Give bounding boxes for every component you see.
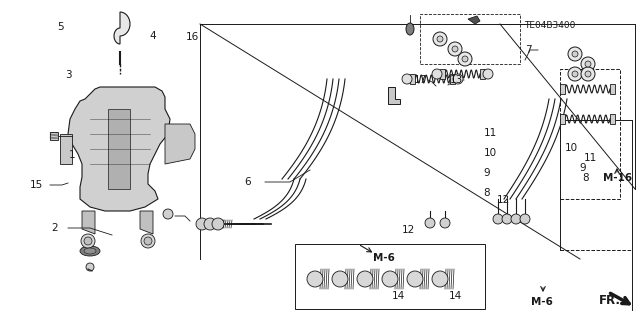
Bar xyxy=(480,69,485,79)
Circle shape xyxy=(483,69,493,79)
Bar xyxy=(410,74,415,84)
Circle shape xyxy=(581,67,595,81)
Polygon shape xyxy=(140,211,153,234)
Circle shape xyxy=(493,214,503,224)
Text: 4: 4 xyxy=(150,31,156,41)
Text: 12: 12 xyxy=(497,195,509,205)
Circle shape xyxy=(382,271,398,287)
Polygon shape xyxy=(114,12,130,44)
Text: 9: 9 xyxy=(484,168,490,178)
Polygon shape xyxy=(468,16,480,24)
Text: FR.: FR. xyxy=(599,293,621,307)
Circle shape xyxy=(502,214,512,224)
Circle shape xyxy=(585,61,591,67)
Text: 7: 7 xyxy=(525,45,531,55)
Bar xyxy=(440,69,445,79)
Bar xyxy=(610,84,615,94)
Text: 15: 15 xyxy=(29,180,43,190)
Circle shape xyxy=(568,47,582,61)
Circle shape xyxy=(448,42,462,56)
Circle shape xyxy=(432,271,448,287)
Circle shape xyxy=(141,234,155,248)
Text: 16: 16 xyxy=(186,32,198,42)
Bar xyxy=(450,74,455,84)
Ellipse shape xyxy=(80,246,100,256)
Text: 6: 6 xyxy=(244,177,252,187)
Ellipse shape xyxy=(406,23,414,35)
Circle shape xyxy=(568,67,582,81)
Circle shape xyxy=(407,271,423,287)
Text: 3: 3 xyxy=(65,70,71,80)
Bar xyxy=(108,109,130,189)
Circle shape xyxy=(86,263,94,271)
Polygon shape xyxy=(165,124,195,164)
Circle shape xyxy=(452,46,458,52)
Text: 8: 8 xyxy=(582,173,589,183)
Bar xyxy=(560,114,565,124)
Circle shape xyxy=(437,36,443,42)
Text: M-16: M-16 xyxy=(604,173,632,183)
Text: 5: 5 xyxy=(57,22,63,32)
Text: TE04B3400: TE04B3400 xyxy=(524,20,576,29)
Text: 11: 11 xyxy=(584,153,596,163)
Bar xyxy=(610,114,615,124)
Circle shape xyxy=(572,51,578,57)
Text: M-6: M-6 xyxy=(531,297,553,307)
Text: 1: 1 xyxy=(68,150,76,160)
Text: 17: 17 xyxy=(413,75,427,85)
Circle shape xyxy=(212,218,224,230)
Polygon shape xyxy=(388,87,400,104)
Circle shape xyxy=(432,69,442,79)
Circle shape xyxy=(332,271,348,287)
Circle shape xyxy=(453,74,463,84)
Polygon shape xyxy=(82,211,95,234)
Circle shape xyxy=(458,52,472,66)
Circle shape xyxy=(204,218,216,230)
Circle shape xyxy=(440,218,450,228)
Bar xyxy=(420,14,520,64)
Circle shape xyxy=(307,271,323,287)
Text: 8: 8 xyxy=(484,188,490,198)
Circle shape xyxy=(163,209,173,219)
Polygon shape xyxy=(68,87,170,211)
Circle shape xyxy=(84,237,92,245)
Circle shape xyxy=(572,71,578,77)
Polygon shape xyxy=(60,134,72,164)
Text: 10: 10 xyxy=(564,143,577,153)
Circle shape xyxy=(433,32,447,46)
Text: M-6: M-6 xyxy=(373,253,395,263)
Text: 9: 9 xyxy=(580,163,586,173)
Text: 13: 13 xyxy=(449,75,463,85)
Circle shape xyxy=(511,214,521,224)
Text: 14: 14 xyxy=(392,291,404,301)
Ellipse shape xyxy=(84,248,96,254)
Text: 12: 12 xyxy=(401,225,415,235)
Text: 14: 14 xyxy=(449,291,461,301)
Bar xyxy=(560,69,620,199)
Circle shape xyxy=(81,234,95,248)
Text: 2: 2 xyxy=(52,223,58,233)
Text: 10: 10 xyxy=(483,148,497,158)
Bar xyxy=(295,244,485,309)
Bar xyxy=(560,84,565,94)
Circle shape xyxy=(144,237,152,245)
Circle shape xyxy=(581,57,595,71)
Circle shape xyxy=(196,218,208,230)
Circle shape xyxy=(425,218,435,228)
Text: 11: 11 xyxy=(483,128,497,138)
Circle shape xyxy=(462,56,468,62)
Bar xyxy=(50,132,58,140)
Circle shape xyxy=(402,74,412,84)
Circle shape xyxy=(585,71,591,77)
Circle shape xyxy=(520,214,530,224)
Circle shape xyxy=(357,271,373,287)
